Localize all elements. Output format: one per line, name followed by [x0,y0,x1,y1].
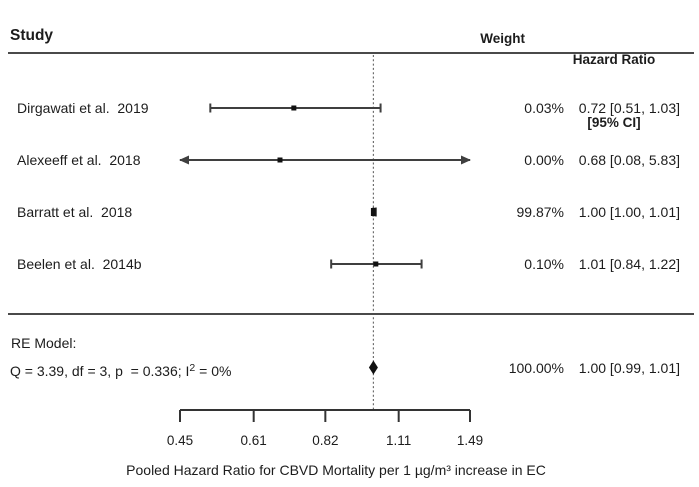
study-ci: 1.01 [0.84, 1.22] [578,256,680,272]
study-label: Barratt et al. 2018 [17,204,133,220]
study-point [370,208,376,216]
header-rule [8,52,694,54]
re-model-label: RE Model: [11,335,77,351]
study-point [277,157,283,163]
summary-diamond [368,360,378,375]
left-arrowhead [179,155,189,165]
x-axis-tick-label: 1.49 [456,433,484,448]
x-axis-tick-label: 0.45 [166,433,194,448]
study-weight: 0.10% [524,256,564,272]
study-ci: 0.68 [0.08, 5.83] [578,152,680,168]
study-label: Alexeeff et al. 2018 [17,152,141,168]
study-weight: 99.87% [516,204,564,220]
hazard-ratio-header-line2: [95% CI] [587,115,641,130]
study-label: Dirgawati et al. 2019 [17,100,149,116]
study-weight: 0.03% [524,100,564,116]
re-model-ci: 1.00 [0.99, 1.01] [578,360,680,376]
x-axis-tick-label: 0.82 [312,433,339,448]
study-point [373,261,379,267]
study-ci: 1.00 [1.00, 1.01] [578,204,680,220]
re-model-stats-text: Q = 3.39, df = 3, p = 0.336; I [10,363,190,379]
column-header-study: Study [10,27,54,44]
study-point [291,105,297,111]
i-squared-superscript: 2 [189,362,196,374]
column-header-hazard-ratio: Hazard Ratio [95% CI] [534,7,694,175]
study-label: Beelen et al. 2014b [17,256,142,272]
column-header-weight: Weight [480,31,525,46]
re-model-stats: Q = 3.39, df = 3, p = 0.336; I2 = 0% [10,358,231,381]
x-axis-caption: Pooled Hazard Ratio for CBVD Mortality p… [126,462,546,478]
re-model-stats-tail: = 0% [195,363,232,379]
study-ci: 0.72 [0.51, 1.03] [578,100,680,116]
right-arrowhead [461,155,471,165]
hazard-ratio-header-line1: Hazard Ratio [572,52,656,67]
study-weight: 0.00% [524,152,564,168]
x-axis-tick-label: 1.11 [386,433,412,448]
summary-rule [8,313,694,315]
re-model-weight: 100.00% [508,360,564,376]
x-axis-tick-label: 0.61 [240,433,267,448]
